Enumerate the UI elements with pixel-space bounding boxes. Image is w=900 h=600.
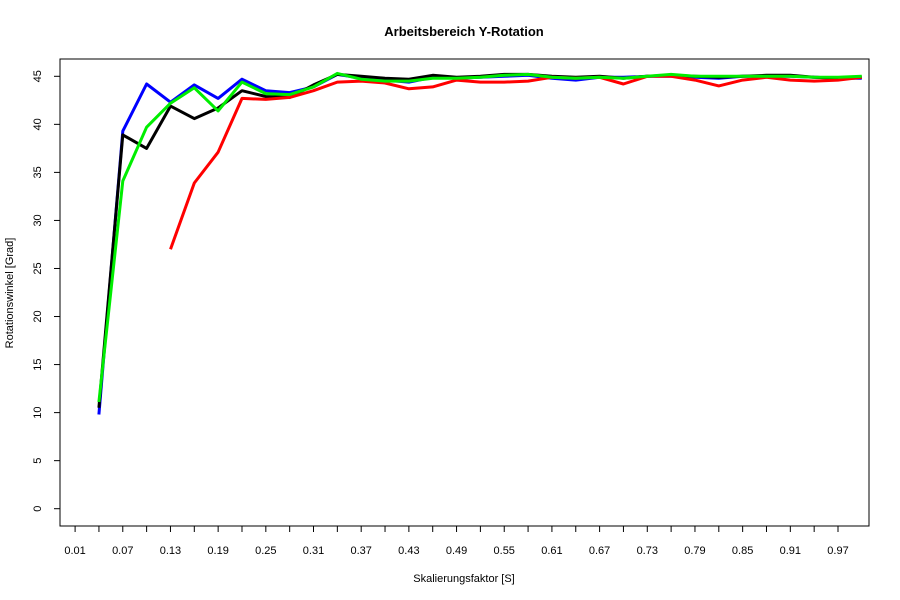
chart-title: Arbeitsbereich Y-Rotation: [384, 24, 543, 39]
y-tick-label: 0: [32, 506, 44, 512]
x-tick-label: 0.85: [732, 545, 753, 557]
series-line-1: [97, 72, 862, 415]
x-axis-label: Skalierungsfaktor [S]: [413, 573, 515, 585]
y-axis: 0 5 10 15 20 25 30 35 40 45: [32, 70, 61, 512]
x-tick-label: 0.91: [780, 545, 801, 557]
x-tick-label: 0.67: [589, 545, 610, 557]
x-tick-label: 0.49: [446, 545, 467, 557]
y-tick-label: 25: [32, 262, 44, 274]
y-tick-label: 15: [32, 358, 44, 370]
y-tick-label: 30: [32, 214, 44, 226]
x-tick-label: 0.19: [207, 545, 228, 557]
series-line-4: [97, 71, 862, 403]
y-tick-label: 20: [32, 310, 44, 322]
x-tick-label: 0.97: [827, 545, 848, 557]
y-tick-label: 35: [32, 166, 44, 178]
x-tick-label: 0.37: [350, 545, 371, 557]
series-line-2: [97, 72, 862, 408]
y-tick-label: 10: [32, 406, 44, 418]
series-layer: [97, 71, 862, 415]
x-tick-label: 0.55: [494, 545, 515, 557]
x-axis: 0.01 0.07 0.13 0.19 0.25 0.31 0.37 0.43 0.49 0.55…: [64, 525, 849, 557]
x-tick-label: 0.73: [637, 545, 658, 557]
x-tick-label: 0.07: [112, 545, 133, 557]
x-tick-label: 0.31: [303, 545, 324, 557]
y-tick-label: 45: [32, 70, 44, 82]
y-tick-label: 5: [32, 458, 44, 464]
x-tick-label: 0.61: [541, 545, 562, 557]
x-tick-label: 0.13: [160, 545, 181, 557]
x-tick-label: 0.01: [64, 545, 85, 557]
x-tick-label: 0.79: [684, 545, 705, 557]
series-line-3: [169, 74, 862, 250]
x-tick-label: 0.25: [255, 545, 276, 557]
plot-frame: [59, 58, 870, 527]
y-axis-label: Rotationswinkel [Grad]: [4, 238, 16, 349]
y-tick-label: 40: [32, 118, 44, 130]
x-tick-label: 0.43: [398, 545, 419, 557]
